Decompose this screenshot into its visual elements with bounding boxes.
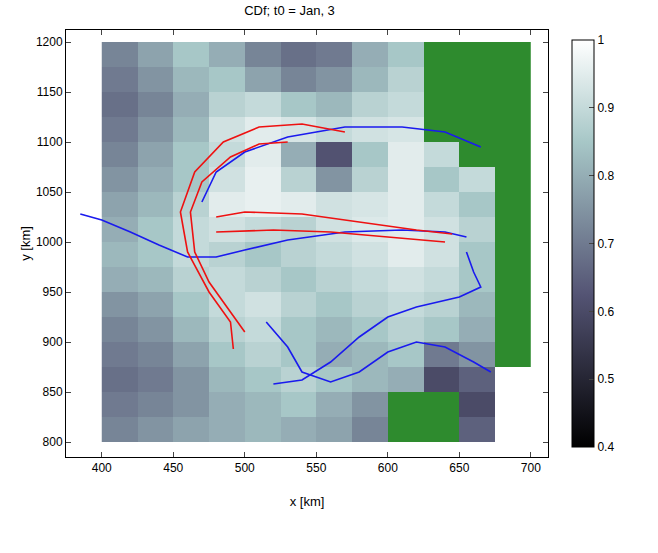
svg-text:800: 800 <box>43 435 63 449</box>
svg-text:1000: 1000 <box>36 235 63 249</box>
svg-text:y [km]: y [km] <box>18 226 33 261</box>
svg-text:700: 700 <box>521 461 541 475</box>
svg-text:0.7: 0.7 <box>597 237 614 251</box>
svg-text:0.9: 0.9 <box>597 101 614 115</box>
svg-text:550: 550 <box>306 461 326 475</box>
svg-text:500: 500 <box>235 461 255 475</box>
svg-text:850: 850 <box>43 385 63 399</box>
svg-text:0.6: 0.6 <box>597 305 614 319</box>
svg-text:x [km]: x [km] <box>290 494 325 509</box>
svg-text:400: 400 <box>92 461 112 475</box>
svg-text:900: 900 <box>43 335 63 349</box>
svg-text:1150: 1150 <box>37 85 63 99</box>
svg-text:0.8: 0.8 <box>597 169 614 183</box>
svg-text:1200: 1200 <box>36 35 63 49</box>
svg-text:0.5: 0.5 <box>597 372 614 386</box>
svg-text:CDf; t0 = Jan, 3: CDf; t0 = Jan, 3 <box>244 3 335 18</box>
svg-text:650: 650 <box>449 461 469 475</box>
svg-text:1050: 1050 <box>36 185 63 199</box>
svg-text:600: 600 <box>378 461 398 475</box>
svg-text:0.4: 0.4 <box>597 440 614 454</box>
svg-text:950: 950 <box>43 285 63 299</box>
svg-text:1100: 1100 <box>37 135 63 149</box>
svg-text:1: 1 <box>597 33 604 47</box>
svg-text:450: 450 <box>163 461 183 475</box>
